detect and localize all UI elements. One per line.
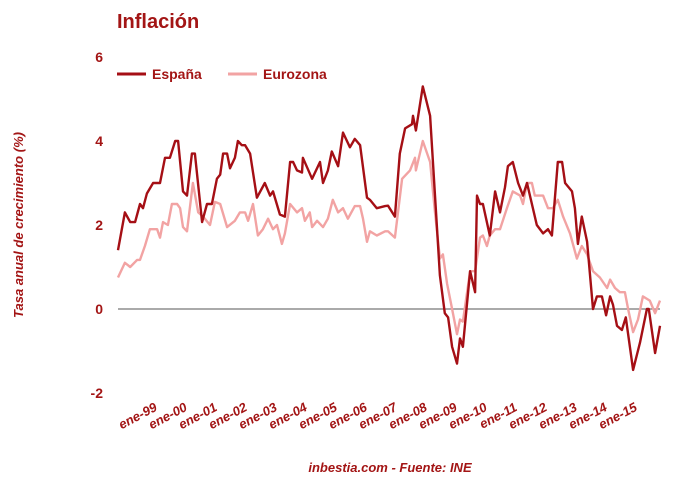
legend-item-eurozona[interactable]: Eurozona [228, 66, 327, 82]
legend: España Eurozona [117, 66, 327, 82]
series-line-espana [116, 85, 662, 372]
y-axis-ticks: 6 4 2 0 -2 [91, 49, 104, 401]
y-tick-label: -2 [91, 385, 104, 401]
legend-label-espana: España [152, 66, 202, 82]
chart-title: Inflación [117, 11, 199, 33]
source-note: inbestia.com - Fuente: INE [308, 460, 472, 475]
y-tick-label: 6 [95, 49, 103, 65]
y-tick-label: 0 [95, 301, 103, 317]
legend-item-espana[interactable]: España [117, 66, 202, 82]
y-axis-label: Tasa anual de crecimiento (%) [11, 132, 26, 318]
y-tick-label: 4 [95, 133, 103, 149]
legend-label-eurozona: Eurozona [263, 66, 327, 82]
y-tick-label: 2 [95, 217, 103, 233]
series-layer [116, 85, 662, 372]
x-axis-ticks: ene-99ene-00ene-01ene-02ene-03ene-04ene-… [116, 399, 640, 432]
